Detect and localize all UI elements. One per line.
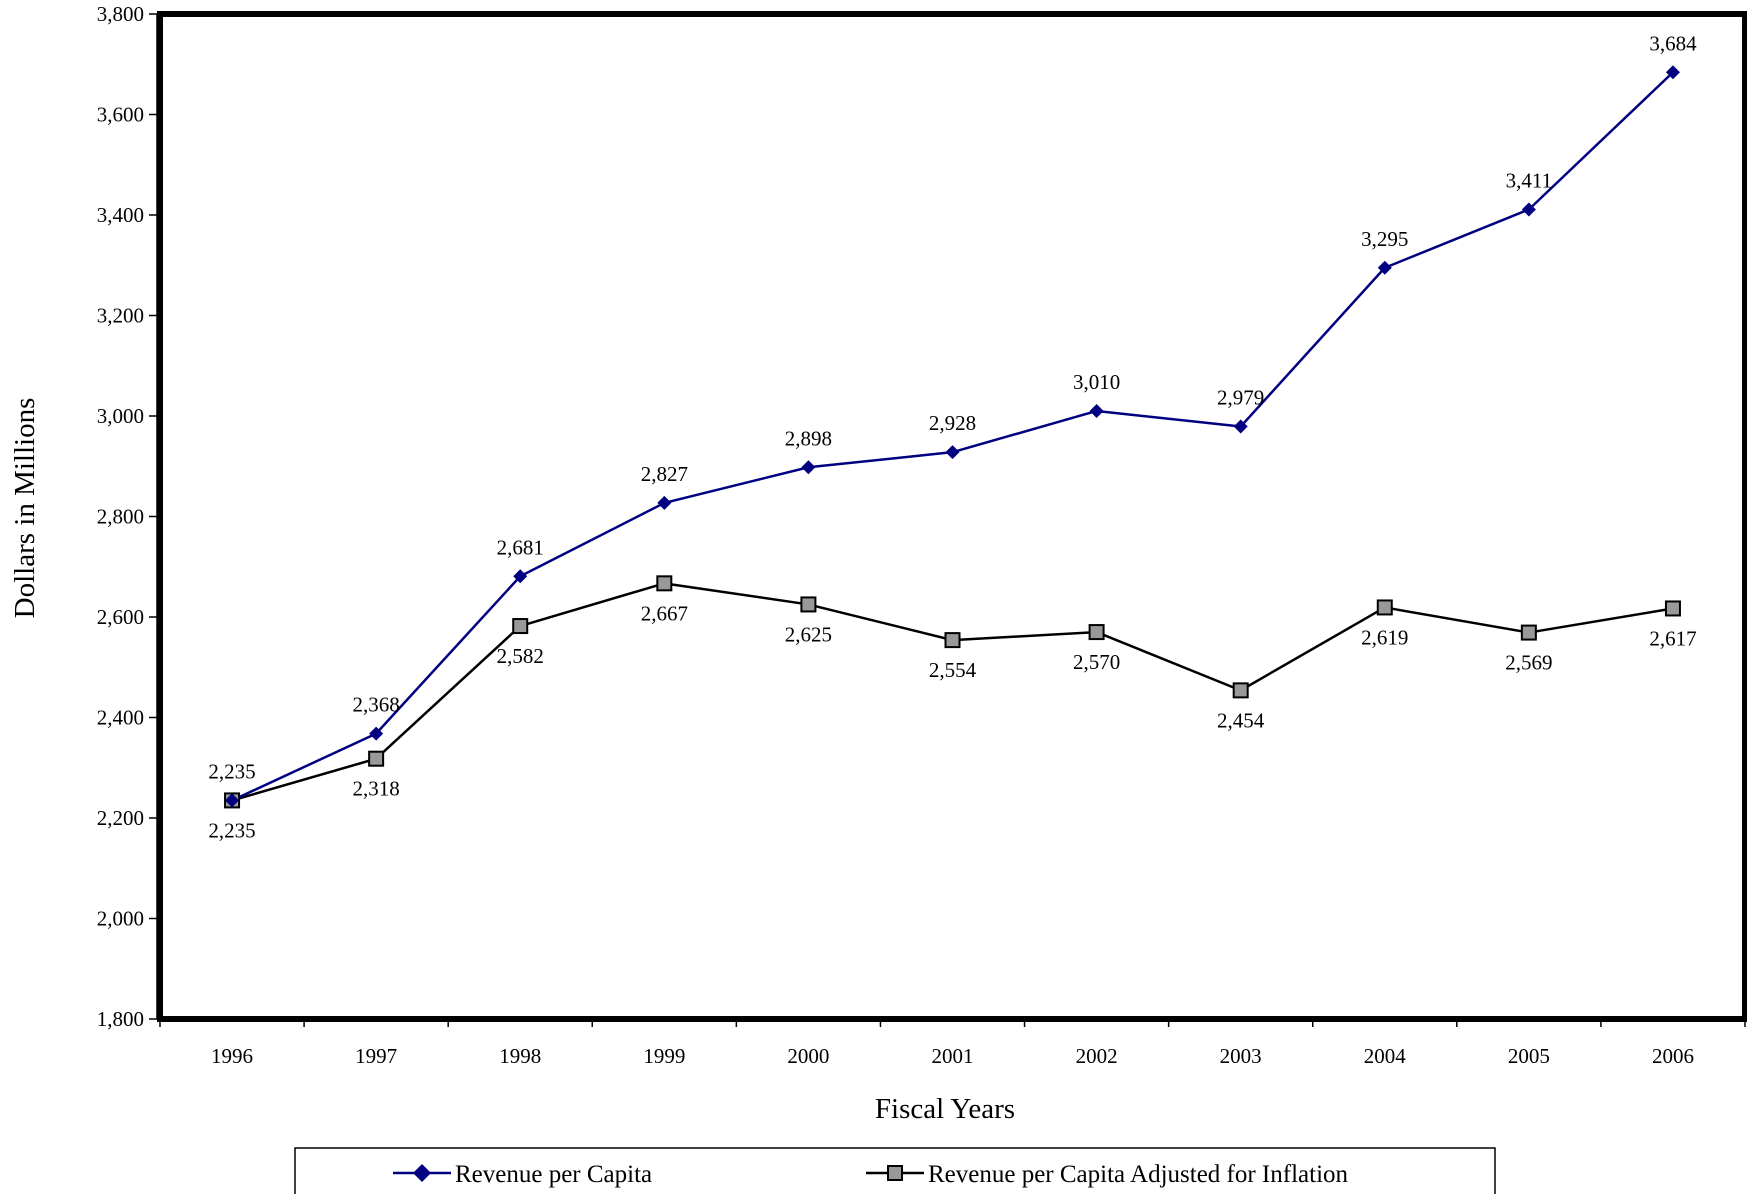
x-tick-label: 2004 <box>1364 1044 1407 1068</box>
data-point-square <box>1520 624 1537 641</box>
data-label-adjusted-for-inflation: 2,454 <box>1217 708 1265 732</box>
series-layer <box>224 65 1681 809</box>
data-label-adjusted-for-inflation: 2,570 <box>1073 650 1120 674</box>
plot-area <box>157 11 1747 1022</box>
legend-diamond-marker <box>413 1164 431 1182</box>
legend: Revenue per Capita Revenue per Capita Ad… <box>294 1147 1496 1199</box>
data-point-diamond <box>1521 202 1536 217</box>
legend-label-adjusted-for-inflation: Revenue per Capita Adjusted for Inflatio… <box>928 1161 1349 1188</box>
x-tick-label: 2005 <box>1508 1044 1550 1068</box>
data-point-square <box>800 596 817 613</box>
legend-square-marker <box>887 1165 903 1181</box>
y-axis-title: Dollars in Millions <box>9 398 41 619</box>
x-tick-label: 2001 <box>932 1044 974 1068</box>
data-label-adjusted-for-inflation: 2,617 <box>1649 626 1696 650</box>
y-tick-label: 2,600 <box>97 605 144 629</box>
data-label-revenue-per-capita: 2,928 <box>929 411 976 435</box>
y-tick-label: 1,800 <box>97 1007 144 1031</box>
data-label-adjusted-for-inflation: 2,569 <box>1505 651 1552 675</box>
data-point-square <box>368 750 385 767</box>
data-point-square <box>512 618 529 635</box>
data-label-revenue-per-capita: 2,898 <box>785 426 832 450</box>
x-tick-label: 2006 <box>1652 1044 1694 1068</box>
data-labels-layer: 2,235 2,318 2,582 2,667 2,625 2,554 2,570 2,454… <box>208 31 1697 842</box>
x-tick-label: 2002 <box>1076 1044 1118 1068</box>
data-point-diamond <box>369 726 384 741</box>
data-point-diamond <box>1233 419 1248 434</box>
x-tick-label: 1999 <box>643 1044 685 1068</box>
x-tick-label: 1998 <box>499 1044 541 1068</box>
x-axis-title: Fiscal Years <box>875 1093 1015 1125</box>
y-tick-label: 3,200 <box>97 304 144 328</box>
x-axis: 1996 1997 1998 1999 2000 2001 2002 2003 2004 2005… <box>159 1018 1746 1068</box>
data-point-diamond <box>513 569 528 584</box>
data-label-revenue-per-capita: 3,411 <box>1506 168 1552 192</box>
data-label-adjusted-for-inflation: 2,235 <box>208 818 255 842</box>
legend-label-revenue-per-capita: Revenue per Capita <box>455 1161 652 1188</box>
data-point-square <box>1232 682 1249 699</box>
data-point-diamond <box>225 793 240 808</box>
y-tick-label: 2,000 <box>97 907 144 931</box>
plot-area-border <box>157 11 1747 1022</box>
data-point-square <box>656 575 673 592</box>
data-label-adjusted-for-inflation: 2,318 <box>353 777 400 801</box>
data-point-square <box>1664 600 1681 617</box>
data-label-adjusted-for-inflation: 2,667 <box>641 601 688 625</box>
data-label-revenue-per-capita: 3,684 <box>1649 31 1697 55</box>
data-point-diamond <box>1665 65 1680 80</box>
y-tick-label: 3,600 <box>97 103 144 127</box>
data-label-revenue-per-capita: 2,827 <box>641 462 688 486</box>
data-label-adjusted-for-inflation: 2,625 <box>785 622 832 646</box>
data-point-diamond <box>657 495 672 510</box>
y-tick-label: 2,800 <box>97 505 144 529</box>
data-label-adjusted-for-inflation: 2,582 <box>497 644 544 668</box>
data-point-diamond <box>801 460 816 475</box>
data-label-revenue-per-capita: 2,368 <box>353 693 400 717</box>
data-label-revenue-per-capita: 3,010 <box>1073 370 1120 394</box>
y-tick-label: 3,400 <box>97 203 144 227</box>
x-tick-label: 1997 <box>355 1044 397 1068</box>
data-label-revenue-per-capita: 2,979 <box>1217 386 1264 410</box>
x-tick-label: 2000 <box>787 1044 829 1068</box>
x-tick-label: 1996 <box>211 1044 253 1068</box>
x-tick-label: 2003 <box>1220 1044 1262 1068</box>
y-tick-label: 3,000 <box>97 404 144 428</box>
data-label-revenue-per-capita: 3,295 <box>1361 227 1408 251</box>
y-axis: 1,800 2,000 2,200 2,400 2,600 2,800 3,000 3,200… <box>97 2 158 1031</box>
data-point-square <box>944 632 961 649</box>
data-point-square <box>1376 599 1393 616</box>
data-point-diamond <box>1089 403 1104 418</box>
y-tick-label: 2,400 <box>97 706 144 730</box>
data-point-square <box>1088 624 1105 641</box>
y-tick-label: 2,200 <box>97 806 144 830</box>
data-label-adjusted-for-inflation: 2,619 <box>1361 625 1408 649</box>
data-label-revenue-per-capita: 2,235 <box>208 759 255 783</box>
data-label-adjusted-for-inflation: 2,554 <box>929 658 977 682</box>
data-point-diamond <box>1377 260 1392 275</box>
data-label-revenue-per-capita: 2,681 <box>497 535 544 559</box>
data-point-diamond <box>945 445 960 460</box>
y-tick-label: 3,800 <box>97 2 144 26</box>
